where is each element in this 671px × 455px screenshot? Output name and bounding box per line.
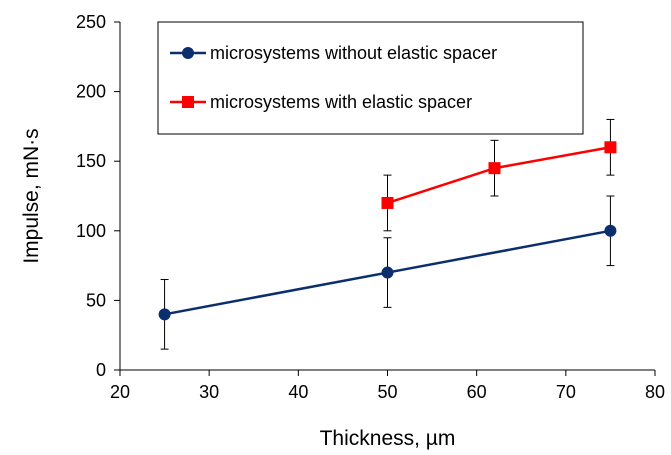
- y-tick-label: 50: [86, 290, 106, 310]
- y-axis-ticks: 0 50 100 150 200 250: [76, 12, 120, 380]
- series-2: [381, 118, 617, 232]
- data-point: [488, 162, 501, 175]
- y-tick-label: 100: [76, 221, 106, 241]
- data-point: [381, 266, 394, 279]
- x-tick-label: 20: [110, 382, 130, 402]
- data-point: [604, 224, 617, 237]
- legend-label: microsystems without elastic spacer: [210, 43, 497, 63]
- legend: microsystems without elastic spacer micro…: [157, 21, 584, 135]
- x-tick-label: 50: [377, 382, 397, 402]
- y-tick-label: 0: [96, 360, 106, 380]
- x-axis-title: Thickness, µm: [320, 427, 456, 450]
- legend-item: microsystems with elastic spacer: [170, 92, 472, 112]
- x-axis-ticks: 20 30 40 50 60 70 80: [110, 370, 665, 402]
- x-tick-label: 80: [645, 382, 665, 402]
- legend-item: microsystems without elastic spacer: [170, 43, 497, 63]
- legend-marker: [182, 47, 194, 59]
- legend-marker: [182, 96, 194, 108]
- legend-label: microsystems with elastic spacer: [210, 92, 472, 112]
- legend-box: [157, 21, 584, 135]
- data-point: [604, 141, 617, 154]
- series-1: [158, 195, 617, 350]
- x-tick-label: 60: [467, 382, 487, 402]
- data-point: [158, 308, 171, 321]
- series-line: [387, 146, 611, 205]
- y-tick-label: 250: [76, 12, 106, 32]
- data-point: [381, 196, 394, 209]
- x-tick-label: 30: [199, 382, 219, 402]
- y-tick-label: 150: [76, 151, 106, 171]
- y-axis-title: Impulse, mN·s: [20, 128, 43, 263]
- x-tick-label: 40: [288, 382, 308, 402]
- x-tick-label: 70: [556, 382, 576, 402]
- y-tick-label: 200: [76, 82, 106, 102]
- series-layer: [158, 118, 617, 350]
